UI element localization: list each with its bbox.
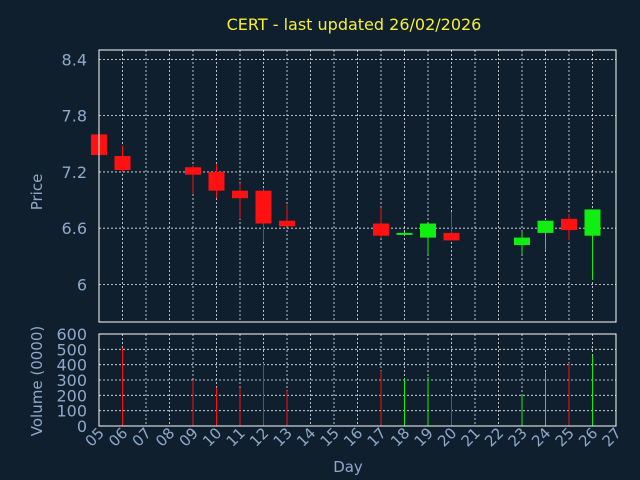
- x-tick-label: 26: [575, 424, 601, 450]
- x-tick-label: 14: [293, 424, 319, 450]
- x-tick-label: 11: [223, 424, 249, 450]
- price-tick-label: 6.6: [62, 219, 87, 238]
- price-axis-label: Price: [28, 174, 46, 211]
- x-tick-label: 25: [552, 424, 578, 450]
- volume-tick-label: 0: [77, 417, 87, 436]
- candle-body: [537, 220, 554, 233]
- candle-body: [373, 223, 389, 236]
- price-tick-label: 6: [77, 275, 87, 294]
- candle-body: [232, 190, 248, 199]
- volume-tick-label: 100: [56, 402, 87, 421]
- x-tick-label: 17: [364, 424, 390, 450]
- x-tick-label: 13: [270, 424, 296, 450]
- x-axis: 0506070809101112131415161718192021222324…: [82, 424, 625, 450]
- volume-frame: [98, 333, 617, 427]
- price-tick-label: 7.2: [62, 163, 87, 182]
- price-tick-label: 8.4: [62, 50, 87, 69]
- candle-body: [561, 218, 577, 231]
- x-tick-label: 24: [528, 424, 554, 450]
- price-frame: [98, 49, 617, 323]
- x-tick-label: 22: [481, 424, 507, 450]
- chart-title: CERT - last updated 26/02/2026: [227, 15, 482, 34]
- x-tick-label: 15: [317, 424, 343, 450]
- x-tick-label: 12: [246, 424, 272, 450]
- price-tick-label: 7.8: [62, 107, 87, 126]
- x-axis-label: Day: [333, 458, 363, 476]
- x-tick-label: 23: [505, 424, 531, 450]
- candle-body: [114, 155, 131, 171]
- volume-tick-label: 500: [56, 340, 87, 359]
- volume-tick-label: 600: [56, 325, 87, 344]
- x-tick-label: 20: [434, 424, 460, 450]
- candle-body: [584, 209, 601, 236]
- candle-body: [443, 232, 460, 241]
- candle-body: [255, 190, 272, 224]
- candle-body: [420, 223, 436, 238]
- volume-tick-label: 300: [56, 371, 87, 390]
- volume-tick-label: 400: [56, 356, 87, 375]
- x-tick-label: 10: [199, 424, 225, 450]
- x-tick-label: 21: [458, 424, 484, 450]
- candle-body: [185, 167, 201, 175]
- volume-axis-label: Volume (0000): [28, 326, 46, 436]
- price-panel: 8.4 7.8 7.2 6.6 6: [62, 49, 617, 323]
- x-tick-label: 06: [105, 424, 131, 450]
- x-tick-label: 16: [340, 424, 366, 450]
- candle-body: [208, 171, 225, 191]
- candle-body: [279, 220, 295, 227]
- x-tick-label: 27: [599, 424, 625, 450]
- x-tick-label: 09: [176, 424, 202, 450]
- x-tick-label: 19: [411, 424, 437, 450]
- x-tick-label: 07: [129, 424, 155, 450]
- volume-tick-label: 200: [56, 386, 87, 405]
- candle-body: [396, 232, 413, 235]
- x-tick-label: 08: [152, 424, 178, 450]
- candle-body: [514, 237, 530, 246]
- x-tick-label: 18: [387, 424, 413, 450]
